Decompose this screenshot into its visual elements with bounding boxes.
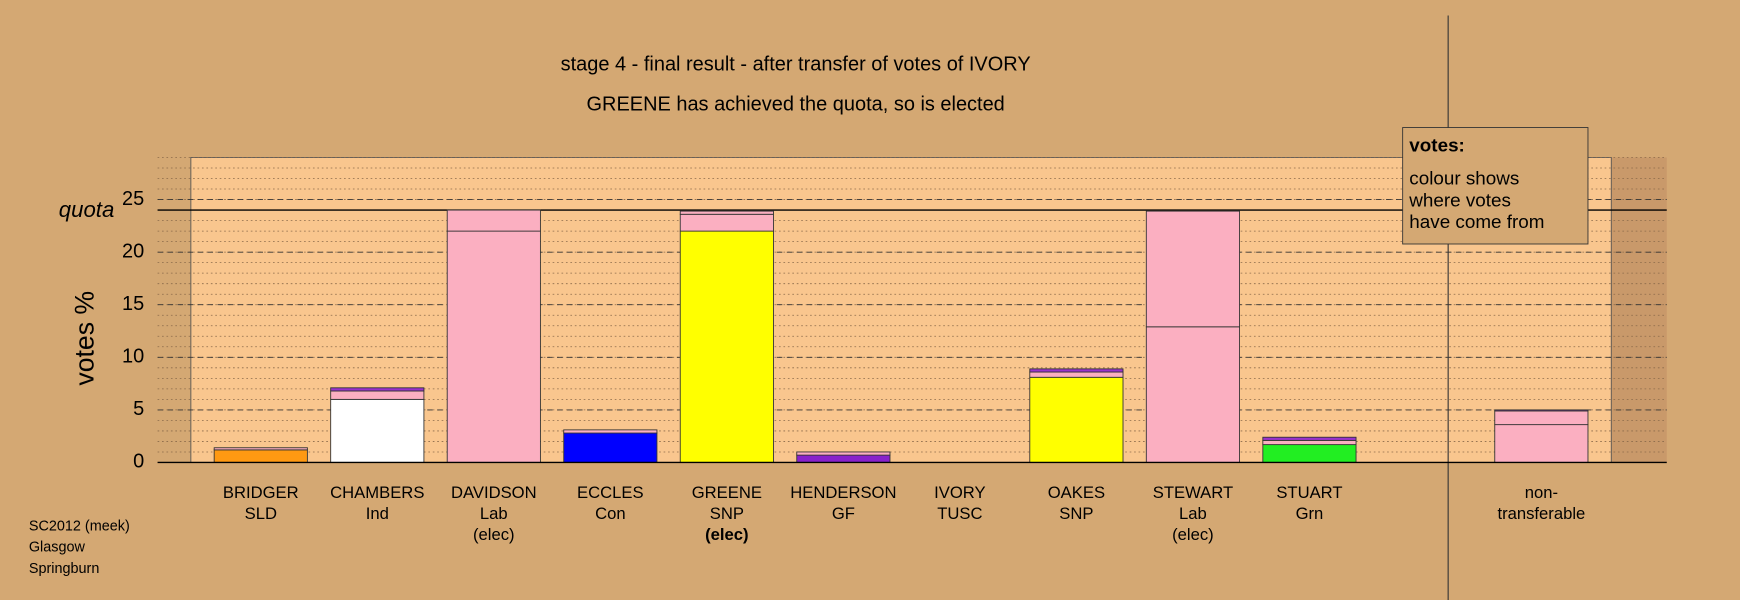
legend-title: votes: [1409, 134, 1465, 155]
x-tick-label: Lab [1179, 504, 1207, 523]
x-tick-label: STUART [1276, 483, 1342, 502]
bar-segment [213, 447, 308, 451]
bar-segment [679, 230, 774, 463]
chart-title: stage 4 - final result - after transfer … [561, 54, 1031, 76]
bar-segment [1494, 409, 1589, 412]
bar-segment [1029, 371, 1124, 378]
bar-segment [1262, 439, 1357, 446]
x-tick-label: SNP [1059, 504, 1093, 523]
x-tick-label: ECCLES [577, 483, 644, 502]
bar-segment [1262, 436, 1357, 441]
x-tick-label: CHAMBERS [330, 483, 424, 502]
bar-segment [446, 209, 541, 232]
chart-subtitle: GREENE has achieved the quota, so is ele… [587, 94, 1005, 116]
x-tick-label: IVORY [934, 483, 985, 502]
bar-segment [330, 387, 425, 392]
x-tick-label: Lab [480, 504, 508, 523]
x-tick-label: GREENE [692, 483, 762, 502]
bar-segment [563, 432, 658, 463]
bar-segment [1029, 368, 1124, 373]
bar-segment [1494, 424, 1589, 463]
x-tick-label: non- [1525, 483, 1558, 502]
legend-line: colour shows [1409, 168, 1519, 189]
bar-segment [1494, 410, 1589, 426]
x-tick-label: Grn [1296, 504, 1324, 523]
bar-segment [1145, 210, 1240, 328]
y-tick-label: 10 [122, 346, 144, 368]
x-tick-label: (elec) [473, 525, 515, 544]
x-tick-label: Ind [366, 504, 389, 523]
quota-label: quota [59, 197, 115, 222]
x-tick-label: (elec) [1172, 525, 1214, 544]
y-tick-label: 0 [133, 451, 144, 473]
y-tick-label: 20 [122, 240, 144, 262]
x-tick-label: transferable [1497, 504, 1585, 523]
bar-segment [446, 230, 541, 463]
bar-segment [679, 213, 774, 232]
legend-line: where votes [1408, 189, 1511, 210]
x-tick-label: HENDERSON [790, 483, 896, 502]
bar-segment [563, 429, 658, 434]
x-tick-label: (elec) [705, 525, 748, 544]
x-tick-label: STEWART [1153, 483, 1233, 502]
plot-area [190, 157, 1612, 463]
y-tick-label: 25 [122, 188, 144, 210]
y-tick-label: 5 [133, 398, 144, 420]
x-tick-label: GF [832, 504, 855, 523]
x-tick-label: SNP [710, 504, 744, 523]
y-tick-label: 15 [122, 293, 144, 315]
footer-line: SC2012 (meek) [29, 519, 130, 535]
footer-line: Springburn [29, 561, 100, 577]
bar-segment [679, 210, 774, 215]
bar-segment [213, 449, 308, 463]
bar-segment [796, 454, 891, 463]
x-tick-label: SLD [245, 504, 277, 523]
legend-line: have come from [1409, 211, 1544, 232]
bar-segment [1262, 444, 1357, 463]
footer-line: Glasgow [29, 540, 86, 556]
bar-segment [1145, 326, 1240, 463]
bar-segment [330, 390, 425, 400]
x-tick-label: TUSC [937, 504, 982, 523]
bar-segment [1029, 376, 1124, 463]
bar-segment [330, 398, 425, 463]
x-tick-label: DAVIDSON [451, 483, 537, 502]
side-shade [1611, 157, 1667, 463]
x-tick-label: OAKES [1048, 483, 1105, 502]
x-tick-label: Con [595, 504, 626, 523]
bar-segment [796, 451, 891, 456]
legend-box [1402, 127, 1589, 245]
y-axis-label: votes % [70, 291, 100, 386]
x-tick-label: BRIDGER [223, 483, 299, 502]
